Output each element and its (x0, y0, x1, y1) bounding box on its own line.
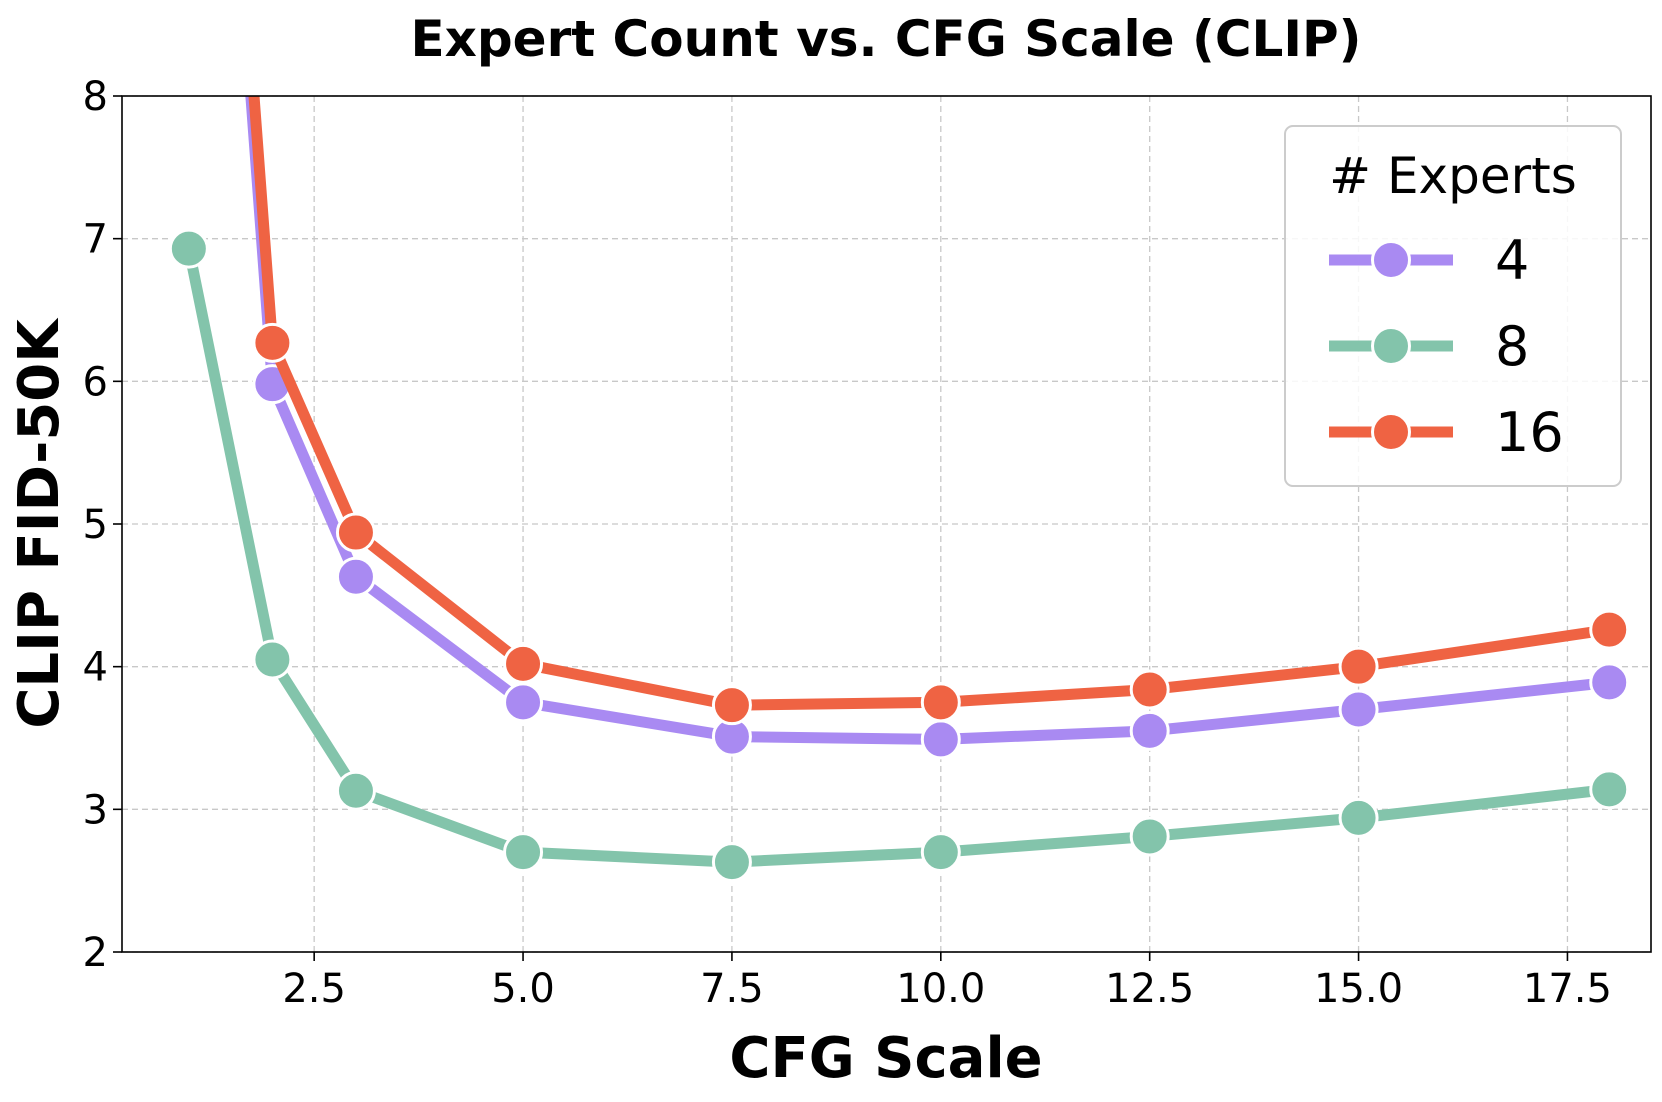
data-point-4 (1589, 662, 1630, 703)
data-point-8 (168, 228, 209, 269)
y-tick-label: 8 (83, 74, 108, 120)
data-point-16 (711, 685, 752, 726)
x-tick-label: 5.0 (491, 966, 555, 1012)
data-point-4 (503, 682, 544, 723)
data-point-8 (335, 770, 376, 811)
y-tick-label: 7 (83, 217, 108, 263)
legend-label: 4 (1495, 229, 1529, 292)
series-8 (168, 228, 1630, 883)
axis-ticks: 2.5 5.0 7.5 10.0 12.5 15.0 17.5 2 3 4 5 6 7 8 (83, 74, 1612, 1012)
data-point-8 (1338, 797, 1379, 838)
data-point-8 (711, 842, 752, 883)
data-point-16 (920, 682, 961, 723)
data-point-4 (335, 556, 376, 597)
series-16 (248, 96, 1630, 726)
x-tick-label: 17.5 (1523, 966, 1612, 1012)
data-point-8 (503, 832, 544, 873)
x-tick-label: 10.0 (896, 966, 985, 1012)
x-tick-label: 2.5 (282, 966, 346, 1012)
legend-frame (1284, 125, 1622, 487)
legend: # Experts 4 8 16 (1284, 125, 1622, 487)
x-tick-label: 7.5 (700, 966, 764, 1012)
y-tick-label: 6 (83, 359, 108, 405)
data-point-8 (1589, 769, 1630, 810)
data-point-16 (252, 322, 293, 363)
legend-swatch-marker (1371, 412, 1411, 452)
legend-item-16: 16 (1329, 401, 1564, 464)
y-tick-label: 3 (83, 787, 108, 833)
data-point-4 (1338, 689, 1379, 730)
data-point-16 (335, 512, 376, 553)
y-tick-label: 2 (83, 930, 108, 976)
x-axis-label: CFG Scale (729, 1026, 1042, 1091)
data-point-16 (1338, 646, 1379, 687)
series-lines (168, 96, 1630, 883)
legend-item-4: 4 (1329, 229, 1529, 292)
legend-title: # Experts (1329, 147, 1577, 205)
data-point-8 (920, 832, 961, 873)
y-tick-label: 5 (83, 502, 108, 548)
data-point-4 (1129, 710, 1170, 751)
data-point-8 (252, 639, 293, 680)
legend-swatch-marker (1371, 326, 1411, 366)
data-point-4 (920, 719, 961, 760)
legend-label: 16 (1495, 401, 1564, 464)
y-tick-label: 4 (83, 645, 108, 691)
y-axis-label: CLIP FID-50K (7, 317, 72, 729)
x-tick-label: 12.5 (1105, 966, 1194, 1012)
data-point-8 (1129, 816, 1170, 857)
x-tick-label: 15.0 (1314, 966, 1403, 1012)
legend-label: 8 (1495, 315, 1529, 378)
data-point-16 (1129, 669, 1170, 710)
data-point-16 (1589, 609, 1630, 650)
chart-title: Expert Count vs. CFG Scale (CLIP) (410, 10, 1361, 68)
legend-swatch-marker (1371, 240, 1411, 280)
data-point-16 (503, 643, 544, 684)
legend-item-8: 8 (1329, 315, 1529, 378)
